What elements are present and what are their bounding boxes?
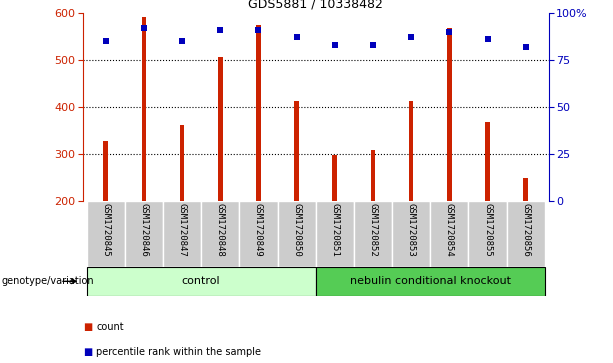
Bar [316, 201, 354, 267]
Text: GSM1720853: GSM1720853 [406, 203, 416, 257]
Bar [468, 201, 506, 267]
Text: GSM1720855: GSM1720855 [483, 203, 492, 257]
Bar [239, 201, 278, 267]
Text: GSM1720848: GSM1720848 [216, 203, 225, 257]
Bar [316, 267, 545, 296]
Bar [506, 201, 545, 267]
Text: control: control [182, 276, 221, 286]
Bar [163, 201, 201, 267]
Bar [278, 201, 316, 267]
Bar [201, 201, 239, 267]
Bar [125, 201, 163, 267]
Bar [86, 267, 316, 296]
Bar [256, 25, 261, 201]
Text: genotype/variation: genotype/variation [1, 276, 94, 286]
Bar [409, 101, 413, 201]
Text: nebulin conditional knockout: nebulin conditional knockout [350, 276, 511, 286]
Bar [104, 141, 108, 201]
Bar [524, 178, 528, 201]
Bar [294, 101, 299, 201]
Bar [332, 155, 337, 201]
Text: GSM1720846: GSM1720846 [139, 203, 148, 257]
Bar [180, 125, 185, 201]
Text: percentile rank within the sample: percentile rank within the sample [96, 347, 261, 357]
Bar [371, 150, 375, 201]
Bar [218, 57, 223, 201]
Text: GSM1720851: GSM1720851 [330, 203, 339, 257]
Bar [86, 201, 125, 267]
Text: count: count [96, 322, 124, 332]
Bar [392, 201, 430, 267]
Bar [142, 17, 146, 201]
Text: ■: ■ [83, 347, 92, 357]
Text: GSM1720856: GSM1720856 [521, 203, 530, 257]
Text: ■: ■ [83, 322, 92, 332]
Text: GSM1720854: GSM1720854 [445, 203, 454, 257]
Text: GSM1720850: GSM1720850 [292, 203, 301, 257]
Bar [430, 201, 468, 267]
Text: GSM1720849: GSM1720849 [254, 203, 263, 257]
Text: GSM1720847: GSM1720847 [178, 203, 186, 257]
Bar [485, 122, 490, 201]
Text: GSM1720852: GSM1720852 [368, 203, 378, 257]
Bar [354, 201, 392, 267]
Text: GSM1720845: GSM1720845 [101, 203, 110, 257]
Bar [447, 28, 452, 201]
Title: GDS5881 / 10338482: GDS5881 / 10338482 [248, 0, 383, 10]
